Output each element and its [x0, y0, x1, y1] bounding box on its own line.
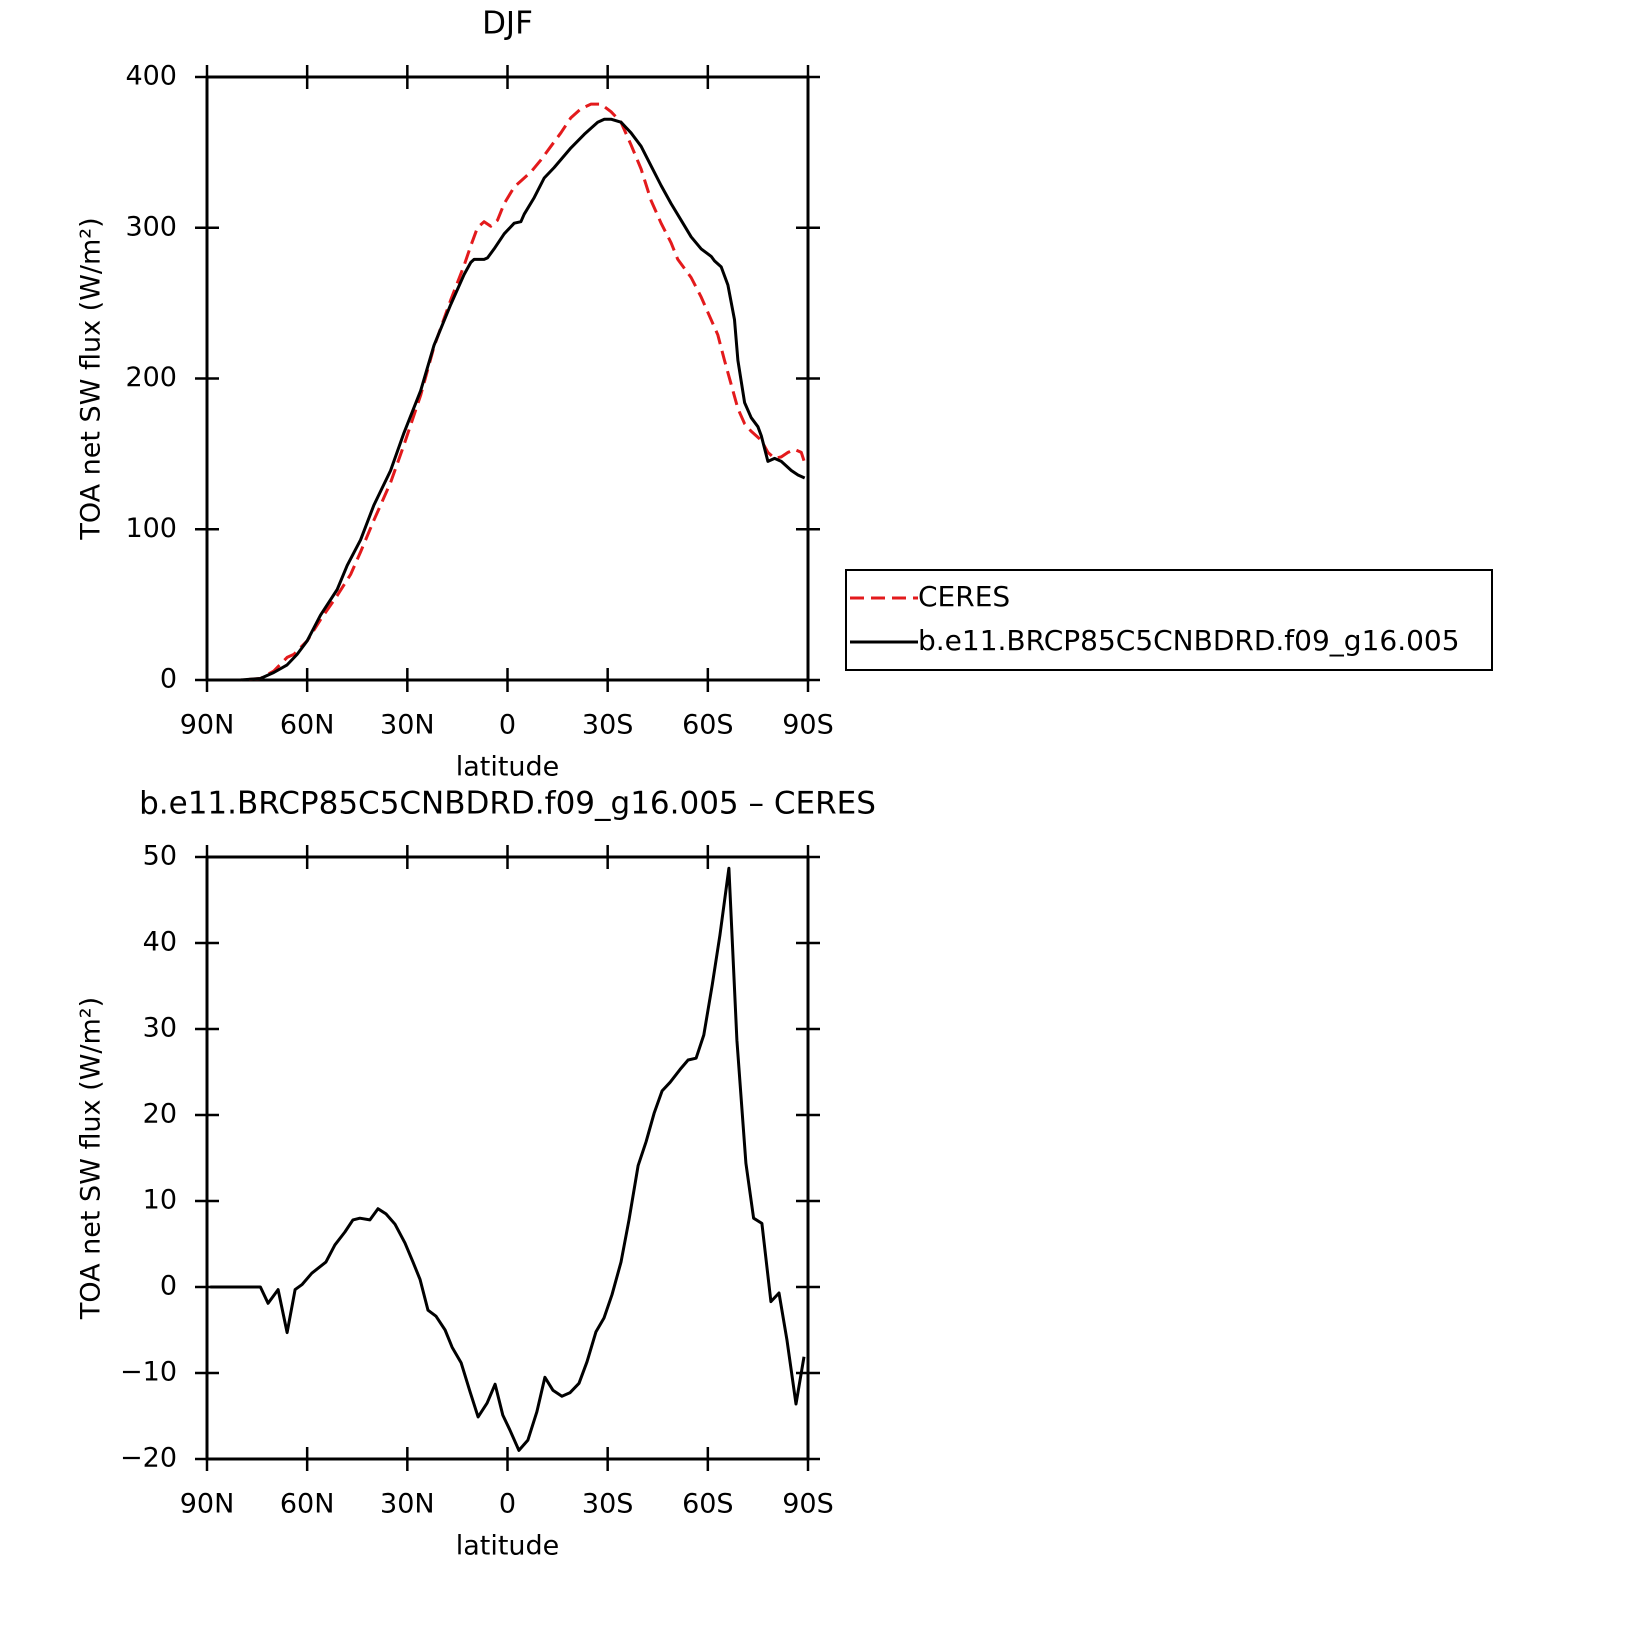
x-tick-label: 30N — [380, 710, 435, 741]
x-tick-label: 0 — [499, 710, 516, 741]
chart-title: DJF — [482, 6, 533, 42]
y-tick-label: 300 — [125, 211, 177, 242]
y-tick-label: 50 — [143, 841, 177, 872]
x-tick-label: 0 — [499, 1489, 516, 1520]
x-tick-label: 30S — [582, 1489, 634, 1520]
x-axis-label: latitude — [456, 752, 560, 783]
x-tick-label: 90N — [180, 710, 235, 741]
y-tick-label: 400 — [125, 61, 177, 92]
x-axis-label: latitude — [456, 1531, 560, 1562]
plot-frame — [205, 855, 810, 1461]
legend-label: CERES — [918, 580, 1010, 613]
y-tick-label: 30 — [143, 1013, 177, 1044]
legend-label: b.e11.BRCP85C5CNBDRD.f09_g16.005 — [918, 624, 1460, 657]
x-tick-label: 30N — [380, 1489, 435, 1520]
y-tick-label: 10 — [143, 1185, 177, 1216]
y-tick-label: 20 — [143, 1099, 177, 1130]
data-line — [207, 117, 806, 682]
y-tick-label: 0 — [160, 1271, 177, 1302]
x-tick-label: 90S — [782, 710, 834, 741]
x-tick-label: 60S — [682, 1489, 734, 1520]
y-axis-label: TOA net SW flux (W/m²) — [76, 217, 107, 540]
plot-frame — [205, 75, 810, 682]
x-tick-label: 60N — [280, 1489, 335, 1520]
y-tick-label: 200 — [125, 362, 177, 393]
y-tick-label: −20 — [120, 1443, 177, 1474]
y-tick-label: −10 — [120, 1357, 177, 1388]
x-tick-label: 90N — [180, 1489, 235, 1520]
y-tick-label: 0 — [160, 664, 177, 695]
y-tick-label: 100 — [125, 513, 177, 544]
chart-title: b.e11.BRCP85C5CNBDRD.f09_g16.005 – CERES — [139, 786, 876, 822]
x-tick-label: 90S — [782, 1489, 834, 1520]
legend-box — [845, 569, 1493, 671]
data-line — [210, 866, 806, 1452]
y-axis-label: TOA net SW flux (W/m²) — [76, 997, 107, 1320]
y-tick-label: 40 — [143, 927, 177, 958]
x-tick-label: 60S — [682, 710, 734, 741]
data-line — [207, 102, 807, 682]
x-tick-label: 60N — [280, 710, 335, 741]
x-tick-label: 30S — [582, 710, 634, 741]
